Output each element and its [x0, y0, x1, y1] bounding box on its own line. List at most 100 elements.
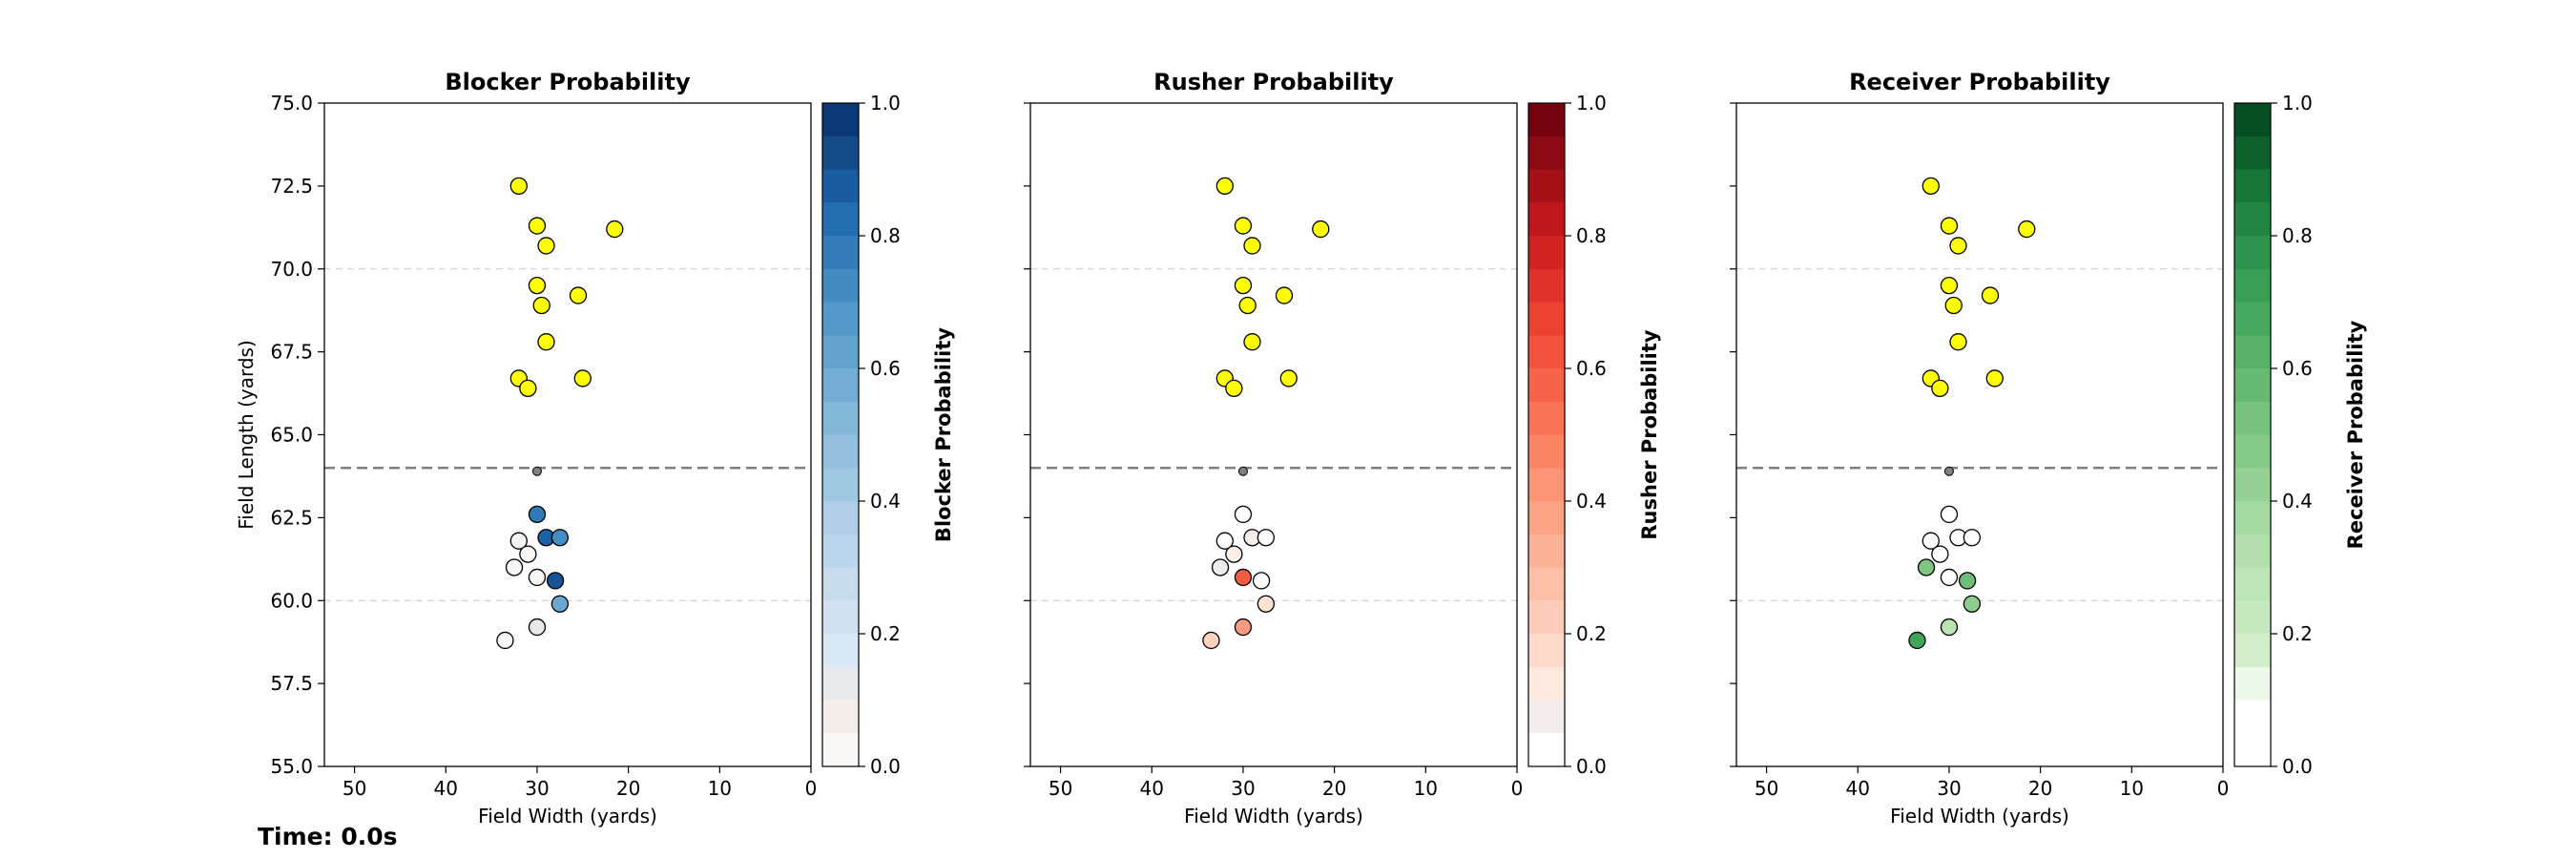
colorbar-tick-label: 0.6 — [870, 357, 901, 380]
ball-point — [1237, 466, 1248, 476]
offense-player-point — [569, 286, 588, 304]
offense-player-point — [1243, 333, 1261, 351]
colorbar-tick-label: 0.2 — [2282, 622, 2313, 645]
colorbar-tick-label: 0.2 — [870, 622, 901, 645]
defense-player-point — [1940, 618, 1959, 637]
offense-player-point — [1234, 217, 1253, 235]
defense-player-point — [1225, 545, 1243, 563]
colorbar-tick-label: 0.4 — [1576, 490, 1607, 513]
offense-player-point — [1931, 379, 1949, 398]
x-tick-label: 0 — [805, 777, 818, 800]
offense-player-point — [1940, 276, 1959, 295]
y-tick-label: 62.5 — [270, 506, 313, 529]
offense-player-point — [1944, 296, 1963, 315]
defense-player-point — [1211, 558, 1230, 576]
defense-player-point — [1908, 631, 1926, 650]
colorbar-tick-label: 0.6 — [2282, 357, 2313, 380]
defense-player-point — [528, 618, 547, 637]
offense-player-point — [1238, 296, 1257, 315]
panel-3: Receiver Probability 50 40 30 20 10 0 Field Wid… — [1730, 69, 2367, 828]
panel-1: Blocker Probability 50 40 30 20 10 0 55.0 57.5 60… — [235, 69, 955, 828]
offense-player-point — [1312, 220, 1330, 239]
y-tick-label: 70.0 — [270, 258, 313, 281]
colorbar — [2233, 102, 2272, 767]
x-tick-label: 30 — [1937, 777, 1961, 800]
defense-player-point — [505, 558, 524, 576]
x-tick-label: 40 — [434, 777, 458, 800]
y-tick-label: 55.0 — [270, 755, 313, 778]
colorbar-label: Receiver Probability — [2344, 320, 2367, 549]
x-tick-label: 30 — [525, 777, 549, 800]
defense-player-point — [1931, 545, 1949, 563]
offense-player-point — [1949, 237, 1967, 255]
defense-player-point — [1940, 568, 1959, 587]
offense-player-point — [1922, 177, 1940, 196]
defense-player-point — [528, 568, 547, 587]
y-tick-label: 72.5 — [270, 175, 313, 198]
defense-player-point — [528, 505, 547, 524]
x-tick-label: 20 — [616, 777, 640, 800]
panel-2: Rusher Probability 50 40 30 20 10 0 Field Width… — [1024, 69, 1661, 828]
x-tick-label: 10 — [708, 777, 732, 800]
offense-player-point — [1949, 333, 1967, 351]
y-axis-label: Field Length (yards) — [235, 340, 258, 530]
y-tick-label: 57.5 — [270, 672, 313, 695]
time-label: Time: 0.0s — [258, 823, 398, 850]
offense-player-point — [537, 333, 555, 351]
defense-player-point — [509, 532, 528, 550]
defense-player-point — [1202, 631, 1220, 650]
defense-player-point — [1234, 618, 1253, 637]
defense-player-point — [496, 631, 514, 650]
colorbar-tick-label: 1.0 — [870, 92, 901, 115]
offense-player-point — [1215, 177, 1234, 196]
defense-player-point — [1917, 558, 1936, 576]
colorbar-tick-label: 0.4 — [2282, 490, 2313, 513]
x-tick-label: 20 — [1322, 777, 1346, 800]
colorbar-tick-label: 0.0 — [2282, 755, 2313, 778]
colorbar-tick-label: 0.8 — [1576, 224, 1607, 247]
x-axis-label: Field Width (yards) — [1184, 805, 1363, 828]
offense-player-point — [1940, 217, 1959, 235]
colorbar-tick-label: 0.8 — [870, 224, 901, 247]
colorbar-tick-label: 0.8 — [2282, 224, 2313, 247]
y-tick-label: 65.0 — [270, 424, 313, 447]
colorbar-label: Blocker Probability — [932, 327, 955, 542]
defense-player-point — [1252, 572, 1271, 590]
colorbar-label: Rusher Probability — [1638, 329, 1661, 540]
colorbar-tick-label: 1.0 — [1576, 92, 1607, 115]
x-tick-label: 50 — [1049, 777, 1072, 800]
offense-player-point — [1279, 369, 1298, 388]
x-tick-label: 10 — [1414, 777, 1438, 800]
offense-player-point — [528, 217, 547, 235]
offense-player-point — [1225, 379, 1243, 398]
defense-player-point — [1922, 532, 1940, 550]
defense-player-point — [1234, 505, 1253, 524]
y-tick-label: 67.5 — [270, 341, 313, 364]
offense-player-point — [606, 220, 624, 239]
defense-player-point — [1963, 529, 1982, 547]
x-tick-label: 40 — [1846, 777, 1870, 800]
offense-player-point — [537, 237, 555, 255]
offense-player-point — [1234, 276, 1253, 295]
x-tick-label: 0 — [1511, 777, 1524, 800]
colorbar-tick-label: 0.4 — [870, 490, 901, 513]
panel-title: Rusher Probability — [1153, 69, 1394, 95]
offense-player-point — [532, 296, 551, 315]
offense-player-point — [1275, 286, 1294, 304]
offense-player-point — [1985, 369, 2004, 388]
colorbar — [821, 102, 860, 767]
colorbar-tick-label: 0.0 — [870, 755, 901, 778]
plot-frame — [323, 102, 812, 767]
plot-frame — [1029, 102, 1518, 767]
x-tick-label: 0 — [2217, 777, 2230, 800]
offense-player-point — [528, 276, 547, 295]
panel-title: Receiver Probability — [1849, 69, 2110, 95]
defense-player-point — [546, 572, 565, 590]
defense-player-point — [519, 545, 537, 563]
offense-player-point — [2018, 220, 2036, 239]
y-tick-label: 60.0 — [270, 589, 313, 612]
ball-point — [1943, 466, 1954, 476]
defense-player-point — [1940, 505, 1959, 524]
x-axis-label: Field Width (yards) — [1890, 805, 2069, 828]
